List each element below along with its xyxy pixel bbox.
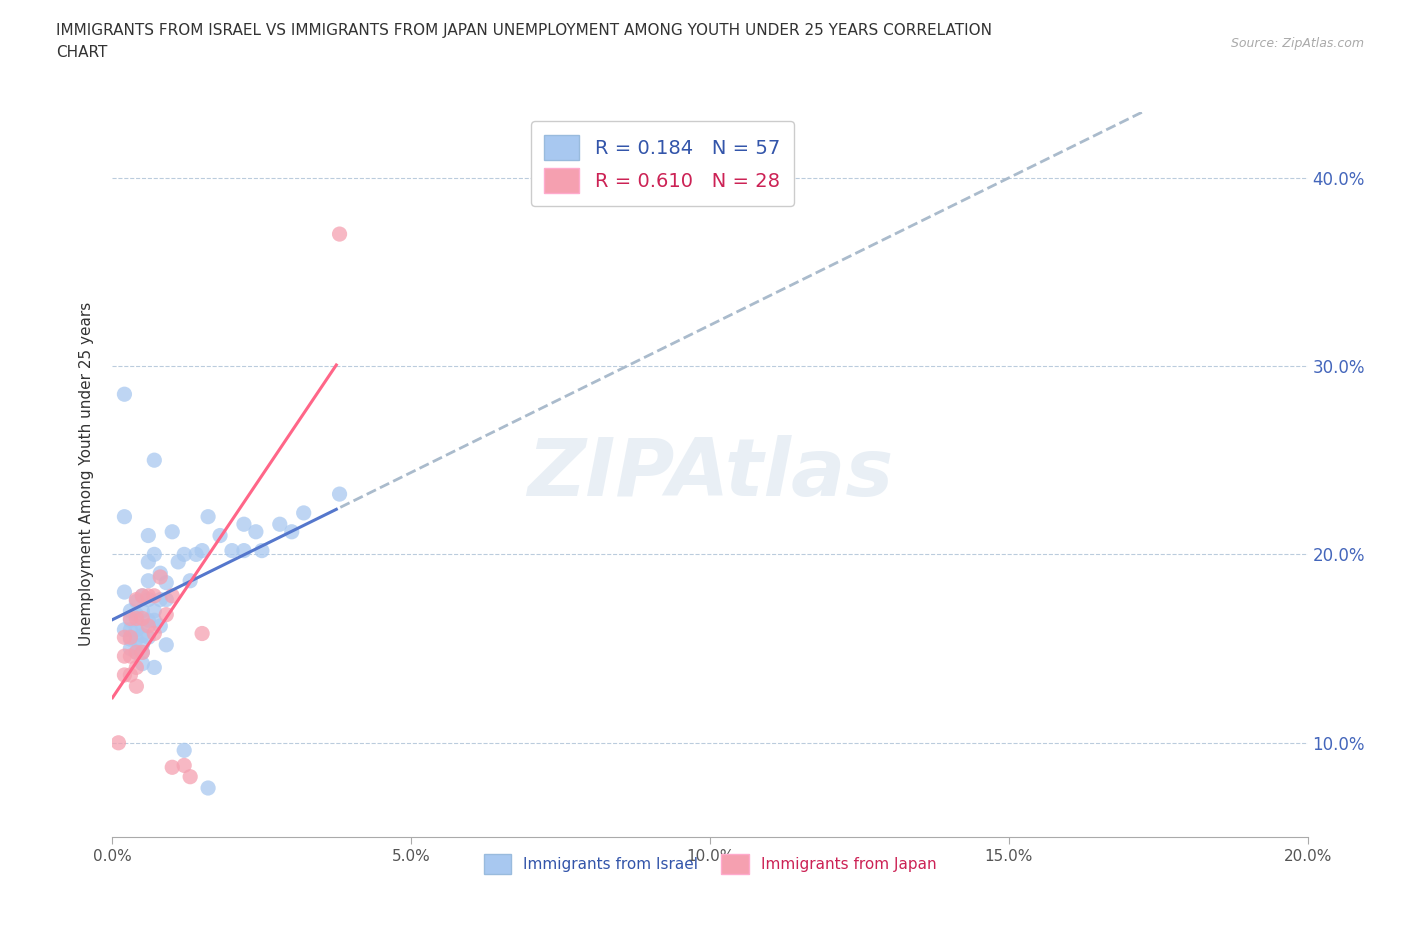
Point bbox=[149, 569, 172, 584]
Point bbox=[138, 618, 160, 633]
Point bbox=[131, 589, 153, 604]
Point bbox=[114, 622, 135, 637]
Point bbox=[179, 573, 201, 588]
Point bbox=[233, 517, 256, 532]
Point bbox=[191, 626, 214, 641]
Point bbox=[149, 565, 172, 580]
Point bbox=[125, 660, 148, 675]
Point bbox=[125, 611, 148, 626]
Point bbox=[143, 453, 166, 468]
Point bbox=[186, 547, 208, 562]
Point bbox=[173, 758, 195, 773]
Point bbox=[131, 618, 153, 633]
Point bbox=[114, 630, 135, 644]
Point bbox=[125, 644, 148, 659]
Point bbox=[155, 607, 177, 622]
Point bbox=[197, 780, 219, 795]
Point bbox=[138, 589, 160, 604]
Point bbox=[143, 604, 166, 618]
Point bbox=[114, 510, 135, 525]
Point bbox=[120, 668, 142, 683]
Point bbox=[114, 585, 135, 600]
Y-axis label: Unemployment Among Youth under 25 years: Unemployment Among Youth under 25 years bbox=[79, 302, 94, 646]
Point bbox=[131, 644, 153, 659]
Point bbox=[167, 554, 190, 569]
Point bbox=[155, 637, 177, 652]
Point bbox=[138, 613, 160, 628]
Point bbox=[149, 592, 172, 607]
Point bbox=[120, 611, 142, 626]
Point bbox=[125, 594, 148, 609]
Point bbox=[155, 575, 177, 590]
Point bbox=[120, 622, 142, 637]
Point bbox=[155, 592, 177, 607]
Text: ZIPAtlas: ZIPAtlas bbox=[527, 435, 893, 513]
Point bbox=[245, 525, 267, 539]
Point bbox=[138, 573, 160, 588]
Point bbox=[120, 631, 142, 646]
Point bbox=[131, 611, 153, 626]
Point bbox=[131, 628, 153, 643]
Point bbox=[138, 592, 160, 607]
Point bbox=[120, 630, 142, 644]
Point bbox=[162, 760, 183, 775]
Text: Source: ZipAtlas.com: Source: ZipAtlas.com bbox=[1230, 37, 1364, 50]
Point bbox=[114, 668, 135, 683]
Point bbox=[131, 604, 153, 618]
Point bbox=[114, 387, 135, 402]
Point bbox=[120, 649, 142, 664]
Point bbox=[143, 660, 166, 675]
Point bbox=[114, 649, 135, 664]
Point bbox=[329, 227, 352, 242]
Point bbox=[233, 543, 256, 558]
Point bbox=[120, 613, 142, 628]
Point bbox=[329, 486, 352, 501]
Point bbox=[173, 547, 195, 562]
Point bbox=[162, 589, 183, 604]
Point bbox=[125, 592, 148, 607]
Point bbox=[143, 589, 166, 604]
Point bbox=[125, 631, 148, 646]
Point bbox=[138, 630, 160, 644]
Point bbox=[209, 528, 232, 543]
Point bbox=[221, 543, 243, 558]
Legend: Immigrants from Israel, Immigrants from Japan: Immigrants from Israel, Immigrants from … bbox=[478, 848, 942, 880]
Point bbox=[120, 604, 142, 618]
Point bbox=[250, 543, 273, 558]
Point bbox=[125, 622, 148, 637]
Point bbox=[131, 657, 153, 671]
Point bbox=[143, 547, 166, 562]
Point bbox=[292, 506, 315, 521]
Point bbox=[131, 644, 153, 659]
Point bbox=[179, 769, 201, 784]
Point bbox=[120, 641, 142, 656]
Point bbox=[191, 543, 214, 558]
Point bbox=[281, 525, 304, 539]
Point bbox=[197, 510, 219, 525]
Point bbox=[131, 637, 153, 652]
Point bbox=[143, 626, 166, 641]
Point bbox=[125, 679, 148, 694]
Point bbox=[138, 528, 160, 543]
Text: CHART: CHART bbox=[56, 45, 108, 60]
Point bbox=[269, 517, 291, 532]
Point bbox=[125, 607, 148, 622]
Point bbox=[107, 736, 129, 751]
Point bbox=[131, 589, 153, 604]
Point bbox=[162, 525, 183, 539]
Point bbox=[149, 618, 172, 633]
Text: IMMIGRANTS FROM ISRAEL VS IMMIGRANTS FROM JAPAN UNEMPLOYMENT AMONG YOUTH UNDER 2: IMMIGRANTS FROM ISRAEL VS IMMIGRANTS FRO… bbox=[56, 23, 993, 38]
Point bbox=[138, 554, 160, 569]
Point bbox=[143, 613, 166, 628]
Point bbox=[173, 743, 195, 758]
Point bbox=[125, 644, 148, 659]
